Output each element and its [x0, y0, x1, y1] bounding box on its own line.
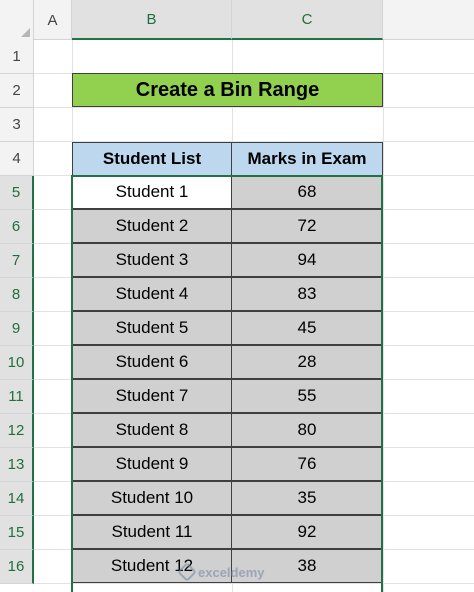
column-header-a[interactable]: A — [34, 0, 72, 40]
cell-student[interactable]: Student 7 — [72, 379, 232, 413]
header-student-list[interactable]: Student List — [72, 142, 232, 176]
row-header-4[interactable]: 4 — [0, 142, 34, 176]
row-header-13[interactable]: 13 — [0, 448, 34, 482]
cell-student[interactable]: Student 6 — [72, 345, 232, 379]
row-header-5[interactable]: 5 — [0, 176, 34, 210]
grid-column-line — [383, 40, 384, 592]
grid-row-line — [34, 107, 474, 108]
cell-marks[interactable]: 28 — [231, 345, 383, 379]
cell-marks[interactable]: 72 — [231, 209, 383, 243]
row-header-6[interactable]: 6 — [0, 210, 34, 244]
cell-marks[interactable]: 38 — [231, 549, 383, 583]
column-header-b[interactable]: B — [72, 0, 232, 40]
grid-row-line — [34, 141, 474, 142]
cell-marks[interactable]: 94 — [231, 243, 383, 277]
row-header-9[interactable]: 9 — [0, 312, 34, 346]
cell-student[interactable]: Student 5 — [72, 311, 232, 345]
watermark-icon — [177, 562, 197, 582]
header-marks-in-exam[interactable]: Marks in Exam — [231, 142, 383, 176]
cell-student[interactable]: Student 4 — [72, 277, 232, 311]
cell-student[interactable]: Student 11 — [72, 515, 232, 549]
cell-marks[interactable]: 68 — [231, 175, 383, 209]
row-header-12[interactable]: 12 — [0, 414, 34, 448]
row-header-10[interactable]: 10 — [0, 346, 34, 380]
title-cell[interactable]: Create a Bin Range — [72, 73, 383, 107]
grid-row-line — [34, 583, 474, 584]
cell-marks[interactable]: 92 — [231, 515, 383, 549]
row-header-8[interactable]: 8 — [0, 278, 34, 312]
row-header-11[interactable]: 11 — [0, 380, 34, 414]
row-header-3[interactable]: 3 — [0, 108, 34, 142]
cell-student[interactable]: Student 3 — [72, 243, 232, 277]
cell-marks[interactable]: 76 — [231, 447, 383, 481]
cell-marks[interactable]: 83 — [231, 277, 383, 311]
cell-student[interactable]: Student 2 — [72, 209, 232, 243]
cell-student[interactable]: Student 9 — [72, 447, 232, 481]
row-header-15[interactable]: 15 — [0, 516, 34, 550]
select-all-icon — [21, 28, 30, 37]
row-header-2[interactable]: 2 — [0, 74, 34, 108]
cell-marks[interactable]: 35 — [231, 481, 383, 515]
cell-marks[interactable]: 55 — [231, 379, 383, 413]
cell-marks[interactable]: 80 — [231, 413, 383, 447]
select-all-corner[interactable] — [0, 0, 34, 40]
column-header-c[interactable]: C — [232, 0, 383, 40]
row-header-1[interactable]: 1 — [0, 40, 34, 74]
cell-student[interactable]: Student 10 — [72, 481, 232, 515]
row-header-7[interactable]: 7 — [0, 244, 34, 278]
cell-student[interactable]: Student 8 — [72, 413, 232, 447]
watermark: exceldemy — [177, 560, 290, 584]
cell-student[interactable]: Student 1 — [72, 175, 232, 209]
cell-marks[interactable]: 45 — [231, 311, 383, 345]
watermark-text: exceldemy — [198, 564, 265, 580]
row-header-16[interactable]: 16 — [0, 550, 34, 584]
row-header-14[interactable]: 14 — [0, 482, 34, 516]
